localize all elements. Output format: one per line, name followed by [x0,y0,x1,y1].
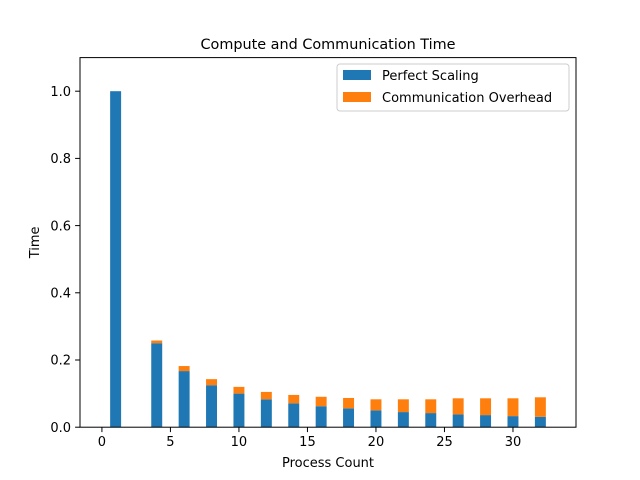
bar-perfect-scaling-12 [260,399,272,428]
bars-layer [110,91,546,428]
x-tick-label: 10 [231,435,248,450]
bar-communication-overhead-6 [178,366,190,372]
bar-perfect-scaling-8 [206,385,218,428]
bar-communication-overhead-14 [288,394,300,404]
bar-communication-overhead-8 [206,379,218,386]
y-tick-label: 1.0 [50,85,71,100]
bar-perfect-scaling-16 [315,406,327,428]
bar-communication-overhead-24 [425,399,437,414]
bar-perfect-scaling-6 [178,371,190,428]
bar-perfect-scaling-4 [151,343,163,428]
bar-perfect-scaling-14 [288,403,300,428]
legend-label-perfect-scaling: Perfect Scaling [382,69,479,84]
legend-box [336,63,570,112]
legend-swatch-communication-overhead [343,92,371,102]
bar-communication-overhead-22 [397,399,409,413]
bar-perfect-scaling-30 [507,416,519,428]
x-tick-label: 15 [299,435,316,450]
bar-communication-overhead-26 [452,398,464,415]
bar-perfect-scaling-28 [480,415,492,428]
chart-title: Compute and Communication Time [200,37,455,53]
x-axis-label: Process Count [282,456,374,471]
bar-perfect-scaling-22 [397,412,409,428]
bar-communication-overhead-28 [480,398,492,416]
x-tick-label: 20 [368,435,385,450]
bar-perfect-scaling-18 [343,408,355,428]
bar-communication-overhead-20 [370,399,382,411]
x-tick-label: 0 [98,435,106,450]
bar-perfect-scaling-10 [233,393,245,428]
bar-perfect-scaling-1 [110,91,122,428]
bar-communication-overhead-4 [151,340,163,344]
y-axis-label: Time [28,226,43,259]
y-tick-label: 0.6 [50,219,71,234]
x-tick-label: 30 [505,435,522,450]
y-tick-label: 0.4 [50,287,71,302]
y-tick-label: 0.8 [50,152,71,167]
bar-communication-overhead-10 [233,386,245,394]
legend: Perfect Scaling Communication Overhead [336,63,570,112]
bar-perfect-scaling-26 [452,414,464,428]
x-axis-ticks: 0 5 10 15 20 25 30 [98,427,521,450]
x-tick-label: 25 [436,435,453,450]
legend-swatch-perfect-scaling [343,70,371,80]
bar-perfect-scaling-32 [534,416,546,428]
bar-communication-overhead-32 [534,397,546,417]
bar-perfect-scaling-24 [425,413,437,428]
y-tick-label: 0.2 [50,354,71,369]
bar-communication-overhead-12 [260,391,272,400]
y-axis-ticks: 0.0 0.2 0.4 0.6 0.8 1.0 [50,85,80,436]
x-tick-label: 5 [166,435,174,450]
legend-label-communication-overhead: Communication Overhead [382,91,552,106]
bar-perfect-scaling-20 [370,410,382,428]
bar-communication-overhead-18 [343,397,355,409]
y-tick-label: 0.0 [50,421,71,436]
bar-communication-overhead-30 [507,398,519,417]
plot-frame [79,57,577,428]
bar-communication-overhead-16 [315,396,327,407]
